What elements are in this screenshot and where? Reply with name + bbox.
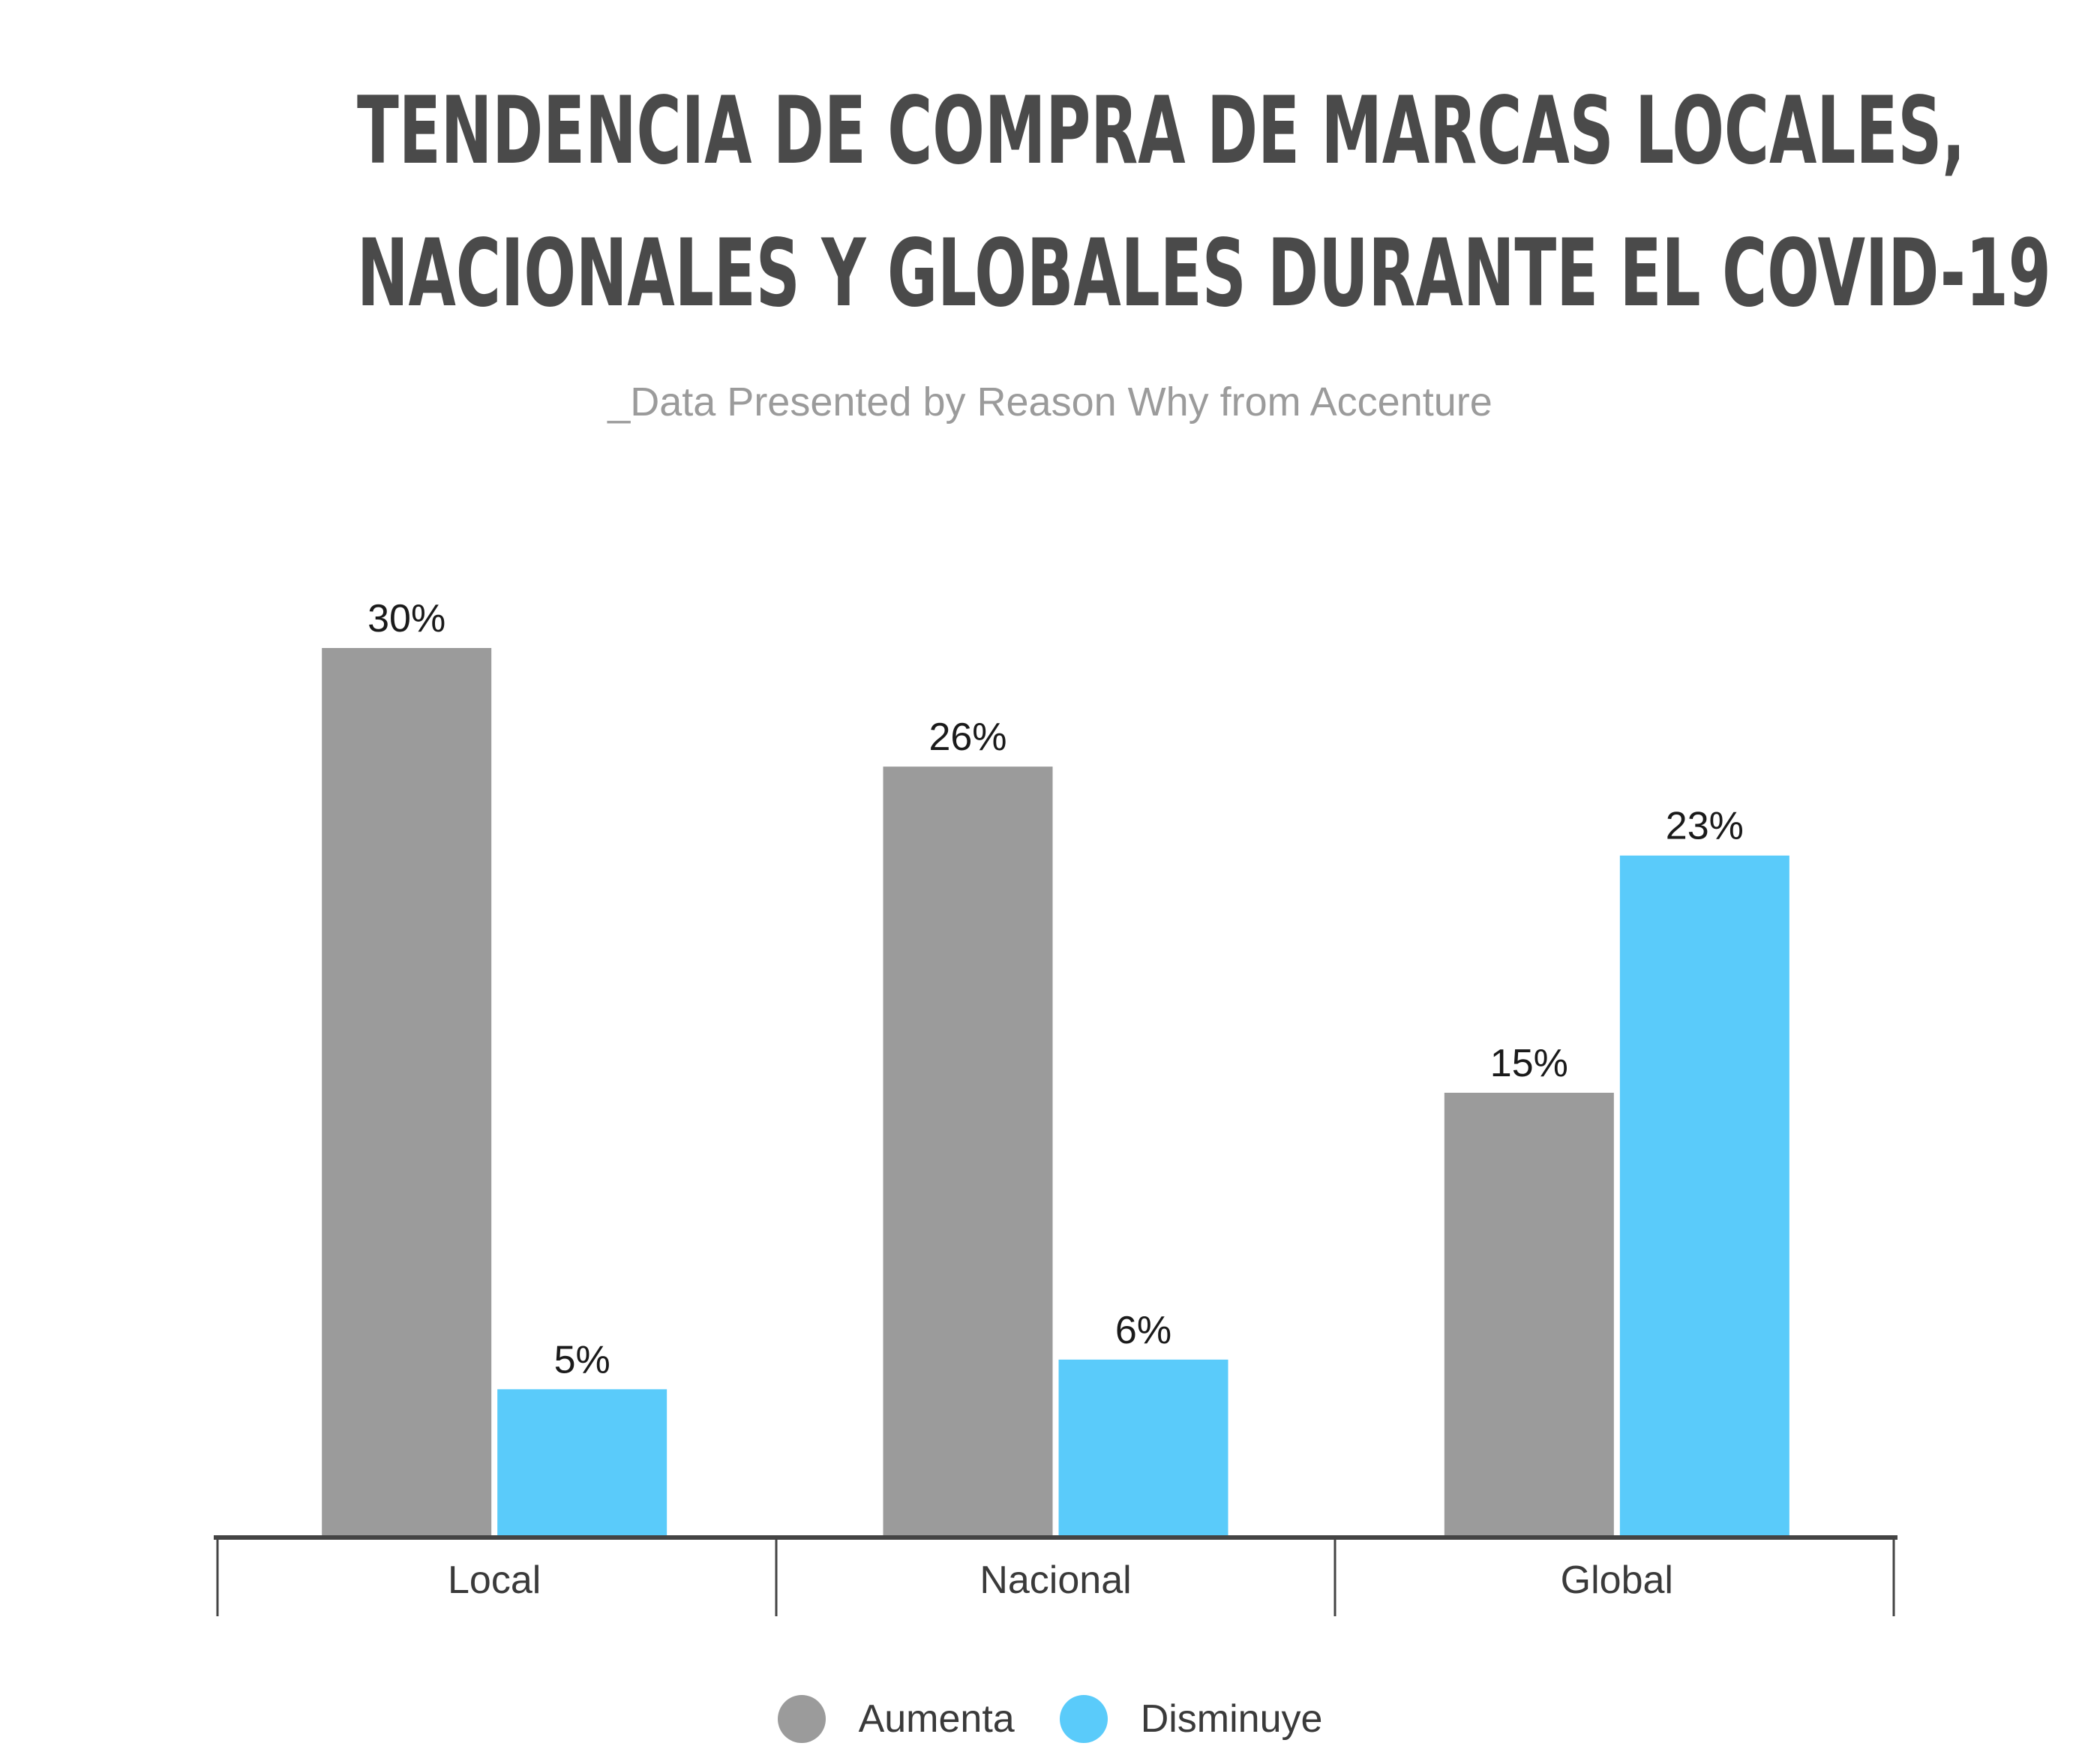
chart-subtitle: _Data Presented by Reason Why from Accen… — [608, 380, 1492, 424]
bar-disminuye-global — [1619, 855, 1790, 1538]
data-label-aumenta-nacional: 26% — [928, 716, 1006, 759]
data-label-disminuye-global: 23% — [1666, 805, 1744, 848]
bar-aumenta-nacional — [883, 766, 1053, 1538]
data-label-aumenta-global: 15% — [1490, 1042, 1568, 1085]
legend-label-disminuye: Disminuye — [1140, 1697, 1323, 1741]
data-label-aumenta-local: 30% — [368, 597, 446, 640]
x-tick-label-nacional: Nacional — [980, 1558, 1131, 1602]
bar-aumenta-global — [1444, 1093, 1614, 1538]
legend-swatch-disminuye — [1059, 1695, 1108, 1743]
legend: Aumenta Disminuye — [0, 1695, 2100, 1743]
bar-disminuye-local — [497, 1389, 668, 1538]
x-tick-label-global: Global — [1561, 1558, 1673, 1602]
bar-aumenta-local — [322, 648, 492, 1538]
chart-title-line-1: TENDENCIA DE COMPRA DE MARCAS LOCALES, — [356, 77, 1966, 185]
legend-swatch-aumenta — [777, 1695, 826, 1743]
data-label-disminuye-nacional: 6% — [1115, 1309, 1172, 1352]
legend-item-aumenta: Aumenta — [777, 1695, 1015, 1743]
legend-label-aumenta: Aumenta — [858, 1697, 1015, 1741]
data-label-disminuye-local: 5% — [554, 1338, 610, 1382]
x-tick-label-local: Local — [448, 1558, 541, 1602]
bar-disminuye-nacional — [1058, 1359, 1228, 1538]
legend-item-disminuye: Disminuye — [1059, 1695, 1323, 1743]
